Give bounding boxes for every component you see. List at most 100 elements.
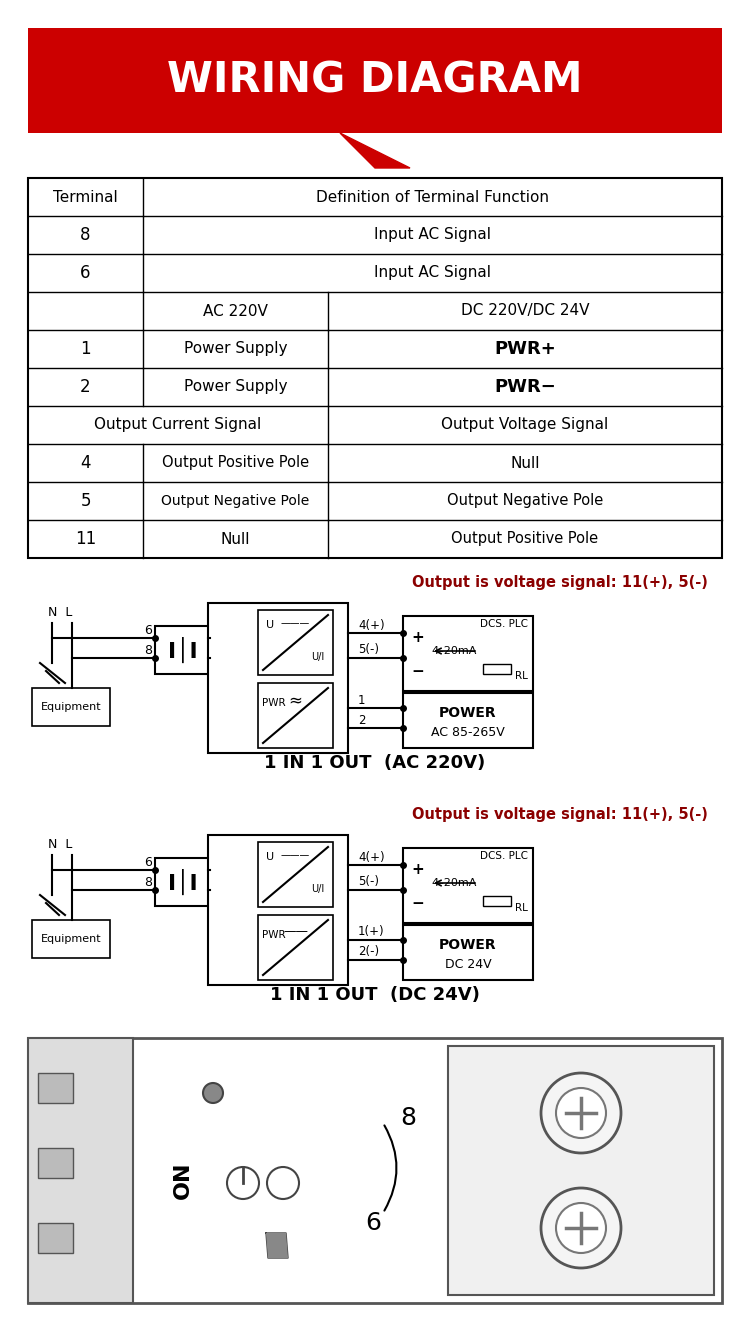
- Text: Null: Null: [510, 455, 540, 470]
- Bar: [403, 615, 533, 692]
- Bar: [403, 693, 533, 748]
- Polygon shape: [340, 134, 410, 168]
- Bar: [28, 1039, 133, 1303]
- Bar: [258, 610, 333, 676]
- Text: I│I: I│I: [168, 637, 197, 663]
- Circle shape: [541, 1188, 621, 1268]
- Text: ≈: ≈: [289, 692, 302, 709]
- Text: U/I: U/I: [311, 651, 325, 662]
- Text: N  L: N L: [48, 838, 72, 852]
- Polygon shape: [266, 1234, 288, 1258]
- Bar: [38, 1223, 73, 1254]
- Text: ON: ON: [173, 1161, 193, 1199]
- Text: 6: 6: [144, 857, 152, 869]
- Text: WIRING DIAGRAM: WIRING DIAGRAM: [167, 60, 583, 101]
- Bar: [208, 603, 348, 753]
- Bar: [155, 626, 210, 674]
- Circle shape: [203, 1083, 223, 1103]
- Bar: [155, 858, 210, 906]
- Bar: [403, 848, 533, 922]
- Text: Definition of Terminal Function: Definition of Terminal Function: [316, 190, 549, 204]
- Text: U: U: [266, 852, 274, 862]
- Text: AC 85-265V: AC 85-265V: [431, 726, 505, 740]
- Circle shape: [541, 1073, 621, 1153]
- Bar: [38, 1148, 73, 1177]
- Text: 8: 8: [144, 877, 152, 889]
- Bar: [258, 842, 333, 906]
- Circle shape: [267, 1167, 299, 1199]
- Text: 11: 11: [75, 530, 96, 547]
- Text: PWR: PWR: [262, 930, 286, 940]
- Text: ——: ——: [283, 925, 308, 939]
- Text: 1: 1: [80, 340, 91, 358]
- Bar: [448, 1047, 714, 1295]
- Text: Input AC Signal: Input AC Signal: [374, 227, 491, 243]
- Text: Output Current Signal: Output Current Signal: [94, 418, 262, 433]
- Text: PWR+: PWR+: [494, 340, 556, 358]
- Text: 5(-): 5(-): [358, 876, 379, 889]
- Text: Terminal: Terminal: [53, 190, 118, 204]
- Bar: [258, 684, 333, 748]
- Text: RL: RL: [514, 672, 527, 681]
- Text: POWER: POWER: [440, 706, 497, 720]
- Text: +: +: [411, 630, 424, 646]
- Bar: [32, 920, 110, 959]
- Bar: [208, 834, 348, 985]
- Text: −: −: [411, 896, 424, 910]
- Text: 1 IN 1 OUT  (DC 24V): 1 IN 1 OUT (DC 24V): [270, 987, 480, 1004]
- Text: 6: 6: [80, 264, 91, 282]
- Text: 4: 4: [80, 454, 91, 473]
- Bar: [28, 1039, 722, 1303]
- Text: DCS. PLC: DCS. PLC: [480, 619, 528, 629]
- Text: Power Supply: Power Supply: [184, 379, 287, 395]
- Text: Output Negative Pole: Output Negative Pole: [161, 494, 310, 509]
- Text: Power Supply: Power Supply: [184, 342, 287, 356]
- Text: Output is voltage signal: 11(+), 5(-): Output is voltage signal: 11(+), 5(-): [412, 575, 708, 590]
- Text: PWR−: PWR−: [494, 378, 556, 396]
- Text: 8: 8: [400, 1105, 416, 1129]
- Text: 4(+): 4(+): [358, 618, 385, 631]
- Text: Output Positive Pole: Output Positive Pole: [162, 455, 309, 470]
- Circle shape: [556, 1088, 606, 1137]
- Text: Output Voltage Signal: Output Voltage Signal: [441, 418, 609, 433]
- Circle shape: [227, 1167, 259, 1199]
- Text: 4–20mA: 4–20mA: [431, 646, 476, 655]
- Text: DC 220V/DC 24V: DC 220V/DC 24V: [460, 303, 590, 319]
- Text: 4–20mA: 4–20mA: [431, 878, 476, 888]
- Text: DCS. PLC: DCS. PLC: [480, 850, 528, 861]
- Text: 2: 2: [358, 713, 365, 726]
- Text: Equipment: Equipment: [40, 702, 101, 712]
- Text: DC 24V: DC 24V: [445, 959, 491, 972]
- Text: 1: 1: [358, 693, 365, 706]
- Text: Output is voltage signal: 11(+), 5(-): Output is voltage signal: 11(+), 5(-): [412, 808, 708, 822]
- Text: ———: ———: [280, 850, 310, 860]
- Bar: [258, 914, 333, 980]
- Text: U: U: [266, 619, 274, 630]
- Bar: [32, 688, 110, 726]
- Text: I│I: I│I: [168, 869, 197, 894]
- Circle shape: [556, 1203, 606, 1254]
- Text: N  L: N L: [48, 606, 72, 619]
- Bar: [483, 896, 511, 906]
- Text: Equipment: Equipment: [40, 934, 101, 944]
- Bar: [403, 925, 533, 980]
- Text: 8: 8: [144, 645, 152, 658]
- Text: PWR: PWR: [262, 698, 286, 708]
- Text: RL: RL: [514, 902, 527, 913]
- Bar: [28, 178, 722, 558]
- Text: AC 220V: AC 220V: [203, 303, 268, 319]
- Text: U/I: U/I: [311, 884, 325, 894]
- Text: +: +: [411, 862, 424, 877]
- Text: −: −: [411, 663, 424, 678]
- Text: Output Positive Pole: Output Positive Pole: [452, 531, 598, 546]
- Text: Output Negative Pole: Output Negative Pole: [447, 494, 603, 509]
- Text: ———: ———: [280, 618, 310, 627]
- Text: 1 IN 1 OUT  (AC 220V): 1 IN 1 OUT (AC 220V): [264, 754, 486, 772]
- Text: Input AC Signal: Input AC Signal: [374, 266, 491, 280]
- Bar: [38, 1073, 73, 1103]
- Text: 5(-): 5(-): [358, 643, 379, 657]
- Text: 2(-): 2(-): [358, 945, 379, 959]
- Text: 4(+): 4(+): [358, 850, 385, 864]
- Text: 5: 5: [80, 493, 91, 510]
- Text: POWER: POWER: [440, 939, 497, 952]
